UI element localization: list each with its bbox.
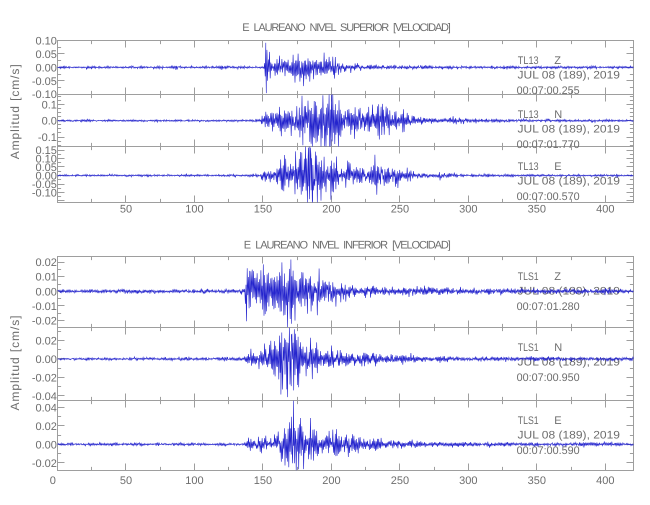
svg-text:-0.05: -0.05 [32,179,57,191]
svg-text:50: 50 [120,475,132,487]
svg-text:00:07:01.280: 00:07:01.280 [517,301,580,313]
svg-text:350: 350 [528,475,546,487]
svg-text:-0.02: -0.02 [32,372,57,384]
svg-text:100: 100 [185,475,203,487]
svg-text:-0.10: -0.10 [32,188,57,200]
svg-text:0.1: 0.1 [42,99,57,111]
svg-text:0.00: 0.00 [35,439,56,451]
svg-text:50: 50 [120,203,132,215]
svg-text:0.05: 0.05 [35,49,56,61]
svg-text:200: 200 [322,203,340,215]
svg-text:00:07:00.590: 00:07:00.590 [517,445,580,457]
svg-text:-0.04: -0.04 [32,391,57,403]
svg-text:350: 350 [528,203,546,215]
svg-text:TLS1: TLS1 [518,415,539,427]
svg-text:0.0: 0.0 [42,116,57,128]
svg-text:-0.1: -0.1 [38,132,57,144]
svg-text:-0.10: -0.10 [32,89,57,101]
svg-text:0.10: 0.10 [35,36,56,48]
svg-text:150: 150 [254,203,272,215]
svg-text:400: 400 [596,475,614,487]
svg-text:Amplitud [cm/s]: Amplitud [cm/s] [8,64,22,159]
svg-text:150: 150 [254,475,272,487]
svg-text:N: N [554,342,562,354]
svg-text:-0.02: -0.02 [32,458,57,470]
svg-text:300: 300 [459,475,477,487]
svg-text:400: 400 [596,203,614,215]
svg-text:E LAUREANO NIVEL INFERIOR [VEL: E LAUREANO NIVEL INFERIOR [VELOCIDAD] [244,239,451,251]
svg-text:Z: Z [554,271,561,283]
svg-text:0.02: 0.02 [35,335,56,347]
svg-text:JUL 08 (189), 2019: JUL 08 (189), 2019 [518,69,621,81]
svg-text:TLS1: TLS1 [518,271,539,283]
svg-text:0.04: 0.04 [35,402,56,414]
svg-text:300: 300 [459,203,477,215]
svg-text:E: E [554,161,561,173]
svg-text:Z: Z [554,55,561,67]
svg-text:JUL 08 (189), 2019: JUL 08 (189), 2019 [518,429,621,441]
svg-text:Amplitud [cm/s]: Amplitud [cm/s] [8,316,22,411]
svg-text:0.00: 0.00 [35,171,56,183]
svg-text:TL13: TL13 [518,109,539,121]
svg-text:00:07:00.950: 00:07:00.950 [517,372,580,384]
svg-text:0.00: 0.00 [35,354,56,366]
svg-text:JUL 08 (189), 2019: JUL 08 (189), 2019 [518,356,621,368]
svg-text:0.00: 0.00 [35,62,56,74]
svg-text:E LAUREANO NIVEL SUPERIOR [VEL: E LAUREANO NIVEL SUPERIOR [VELOCIDAD] [242,22,450,34]
svg-text:TLS1: TLS1 [518,342,539,354]
svg-text:0.05: 0.05 [35,162,56,174]
svg-text:TL13: TL13 [518,55,539,67]
svg-text:0.00: 0.00 [35,286,56,298]
svg-text:250: 250 [391,203,409,215]
svg-text:0.15: 0.15 [35,145,56,157]
svg-text:0.10: 0.10 [35,154,56,166]
svg-text:00:07:01.770: 00:07:01.770 [517,139,580,151]
svg-text:0.01: 0.01 [35,272,56,284]
svg-text:E: E [554,415,561,427]
svg-text:00:07:00.570: 00:07:00.570 [517,191,580,203]
svg-text:100: 100 [185,203,203,215]
svg-text:0.02: 0.02 [35,421,56,433]
svg-text:JUL 08 (189), 2019: JUL 08 (189), 2019 [518,123,621,135]
svg-text:250: 250 [391,475,409,487]
svg-text:-0.02: -0.02 [32,316,57,328]
svg-text:-0.01: -0.01 [32,301,57,313]
svg-text:TL13: TL13 [518,161,539,173]
svg-text:0.02: 0.02 [35,257,56,269]
svg-text:0: 0 [50,475,56,487]
svg-text:JUL 08 (189), 2019: JUL 08 (189), 2019 [518,175,621,187]
svg-text:N: N [554,109,562,121]
svg-text:00:07:00.255: 00:07:00.255 [517,85,580,97]
svg-text:-0.05: -0.05 [32,76,57,88]
svg-text:200: 200 [322,475,340,487]
